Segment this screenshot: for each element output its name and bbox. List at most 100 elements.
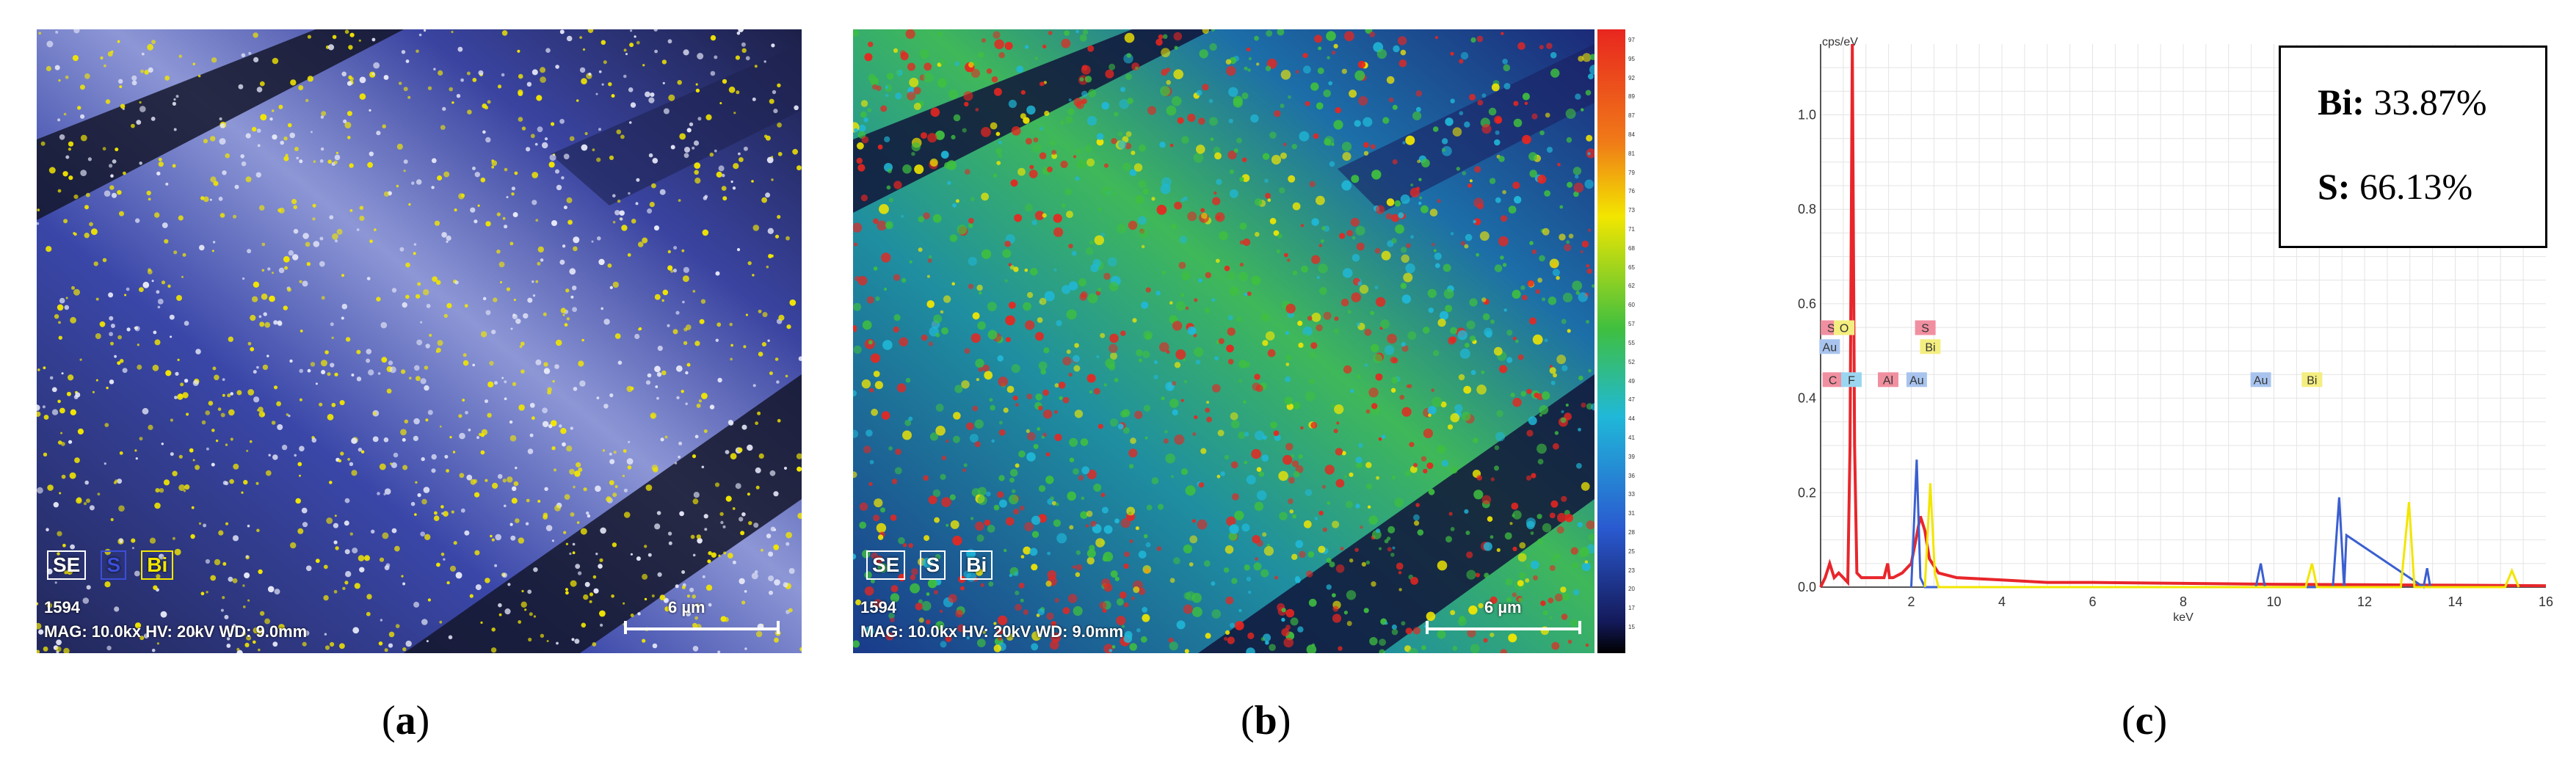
speckle <box>169 314 175 320</box>
speckle <box>135 457 138 460</box>
speckle <box>210 575 217 581</box>
speckle <box>200 196 205 200</box>
speckle <box>359 205 364 210</box>
speckle <box>261 269 265 272</box>
heat-blob <box>1042 389 1049 396</box>
heat-blob <box>1256 62 1260 66</box>
heat-blob <box>857 164 866 172</box>
speckle <box>667 324 670 327</box>
heat-blob <box>1260 569 1269 578</box>
heat-blob <box>1239 262 1244 267</box>
heat-blob <box>934 517 940 523</box>
speckle <box>583 594 589 600</box>
heat-blob <box>1255 430 1265 440</box>
heat-blob <box>1180 399 1184 402</box>
heat-blob <box>1512 592 1517 597</box>
heat-blob <box>987 302 997 312</box>
speckle <box>562 313 565 316</box>
speckle <box>329 215 334 219</box>
heat-blob <box>975 108 979 112</box>
speckle <box>446 581 450 585</box>
speckle <box>792 148 798 155</box>
speckle <box>109 316 114 321</box>
heat-blob <box>986 68 993 74</box>
heat-blob <box>1260 637 1265 641</box>
speckle <box>402 582 406 586</box>
speckle <box>102 258 107 263</box>
heat-blob <box>1384 539 1389 544</box>
heat-blob <box>896 383 907 393</box>
heat-blob <box>918 216 924 222</box>
speckle <box>550 420 557 426</box>
heat-blob <box>1308 598 1317 607</box>
heat-blob <box>1550 500 1559 508</box>
speckle <box>37 487 43 494</box>
heat-blob <box>1520 390 1527 397</box>
heat-blob <box>1394 200 1401 207</box>
heat-blob <box>1189 562 1194 567</box>
overlay-map-image <box>37 29 802 653</box>
heat-blob <box>1269 131 1277 139</box>
speckle <box>722 525 726 529</box>
speckle <box>751 572 758 580</box>
speckle <box>454 280 459 285</box>
speckle <box>502 479 507 483</box>
heat-blob <box>1356 322 1360 327</box>
heat-blob <box>1341 68 1347 74</box>
heat-blob <box>1169 399 1179 408</box>
speckle <box>520 601 527 608</box>
speckle <box>512 486 517 491</box>
heat-blob <box>1392 546 1396 550</box>
heat-blob <box>1100 332 1106 338</box>
heat-blob <box>1185 485 1196 496</box>
speckle <box>630 29 633 32</box>
speckle <box>319 402 323 407</box>
heat-blob <box>1226 344 1234 353</box>
speckle <box>433 68 436 70</box>
heat-blob <box>981 127 991 137</box>
speckle <box>424 29 427 32</box>
speckle <box>515 518 520 523</box>
speckle <box>215 439 219 443</box>
heat-blob <box>919 48 929 59</box>
speckle <box>291 199 297 205</box>
speckle <box>493 297 498 302</box>
speckle <box>684 147 690 153</box>
speckle <box>717 650 721 653</box>
heat-blob <box>1102 608 1107 613</box>
speckle <box>176 295 182 301</box>
heat-blob <box>1561 319 1567 324</box>
speckle <box>506 196 509 199</box>
heat-blob <box>1477 100 1484 106</box>
speckle <box>674 462 678 465</box>
heat-blob <box>1264 178 1269 183</box>
speckle <box>250 315 256 321</box>
speckle <box>172 470 178 476</box>
speckle <box>402 465 408 470</box>
speckle <box>339 400 345 406</box>
scalebar <box>624 627 780 630</box>
speckle <box>344 581 349 585</box>
speckle <box>510 535 516 541</box>
speckle <box>597 236 601 241</box>
heat-blob <box>1581 481 1590 491</box>
heat-blob <box>886 185 891 190</box>
speckle <box>498 603 502 608</box>
heat-blob <box>1017 167 1026 176</box>
heat-blob <box>970 197 975 202</box>
heat-blob <box>997 355 1004 362</box>
heat-blob <box>1096 133 1104 140</box>
speckle <box>571 638 575 641</box>
heat-blob <box>880 105 888 112</box>
speckle <box>232 535 239 542</box>
heat-blob <box>1412 627 1421 635</box>
heat-blob <box>1086 556 1095 565</box>
heat-blob <box>930 107 940 117</box>
heat-blob <box>908 416 913 421</box>
heat-blob <box>853 222 863 233</box>
heat-blob <box>1481 370 1485 374</box>
heat-blob <box>1460 51 1469 60</box>
heat-blob <box>1450 527 1455 531</box>
heat-blob <box>1020 598 1024 603</box>
heat-blob <box>1227 359 1234 365</box>
